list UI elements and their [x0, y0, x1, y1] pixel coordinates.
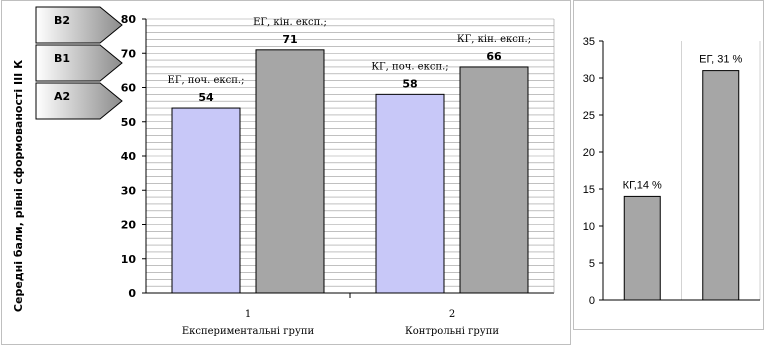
- chart-bars: КГ,14 % ЕГ, 31 %: [623, 54, 743, 301]
- bar-category-label: КГ, кін. експ.;: [457, 34, 531, 45]
- y-tick-label: 60: [121, 82, 137, 95]
- main-bar-chart: 0 10 20 30 40 50 60 70 80 1 Експериментальні групи…: [12, 6, 555, 337]
- group-name-label: Контрольні групи: [405, 326, 499, 337]
- chart-bars: 54 ЕГ, поч. експ.; 71 ЕГ, кін. експ.; 58 КГ, …: [168, 17, 531, 294]
- y-tick-label: 80: [121, 13, 137, 26]
- level-arrow: [35, 44, 123, 82]
- y-tick-label: 70: [121, 47, 137, 60]
- bar-data-label: КГ,14 %: [623, 179, 662, 191]
- y-tick-label: 50: [121, 116, 137, 129]
- group-name-label: Експериментальні групи: [182, 326, 315, 337]
- y-tick-label: 35: [583, 36, 595, 48]
- chart-gridlines: [681, 41, 761, 300]
- bar: [702, 70, 740, 301]
- group-number-label: 1: [245, 309, 251, 320]
- y-tick-label: 40: [121, 150, 137, 163]
- bar-value-label: 71: [282, 33, 297, 46]
- y-axis-label: Середні бали, рівні сформованості ІІІ К: [12, 60, 25, 312]
- bar: [255, 49, 325, 294]
- bar-value-label: 54: [198, 91, 214, 104]
- y-tick-label: 10: [583, 221, 595, 233]
- group-number-label: 2: [449, 309, 455, 320]
- bar-category-label: ЕГ, кін. експ.;: [253, 17, 327, 28]
- bar: [459, 66, 529, 294]
- y-tick-label: 20: [583, 147, 595, 159]
- main-chart-panel: 0 10 20 30 40 50 60 70 80 1 Експериментальні групи…: [1, 0, 571, 345]
- level-arrow: [35, 82, 123, 120]
- y-tick-label: 25: [583, 110, 595, 122]
- level-arrow: [35, 6, 123, 44]
- bar: [375, 93, 445, 294]
- level-arrow-label: В2: [54, 14, 70, 27]
- y-tick-label: 5: [589, 258, 595, 270]
- level-arrow-label: В1: [54, 52, 70, 65]
- bar: [623, 195, 661, 301]
- y-tick-label: 15: [583, 184, 595, 196]
- bar-value-label: 66: [486, 50, 502, 63]
- comparison-bar-chart: 0 5 10 15 20 25 30 35 КГ,14 % ЕГ, 31 %: [583, 36, 761, 307]
- bar-value-label: 58: [402, 77, 417, 90]
- y-tick-label: 30: [583, 73, 595, 85]
- y-tick-label: 0: [589, 295, 595, 307]
- bar-data-label: ЕГ, 31 %: [699, 54, 742, 66]
- y-tick-label: 0: [128, 287, 136, 300]
- level-markers: В2 В1 А2: [35, 6, 123, 120]
- bar-category-label: КГ, поч. експ.;: [371, 61, 448, 72]
- y-tick-label: 20: [121, 219, 137, 232]
- comparison-chart-panel: 0 5 10 15 20 25 30 35 КГ,14 % ЕГ, 31 %: [573, 0, 764, 330]
- level-arrow-label: А2: [54, 90, 70, 103]
- y-tick-label: 10: [121, 253, 137, 266]
- bar: [171, 107, 241, 294]
- bar-category-label: ЕГ, поч. експ.;: [168, 75, 245, 86]
- y-tick-label: 30: [121, 184, 137, 197]
